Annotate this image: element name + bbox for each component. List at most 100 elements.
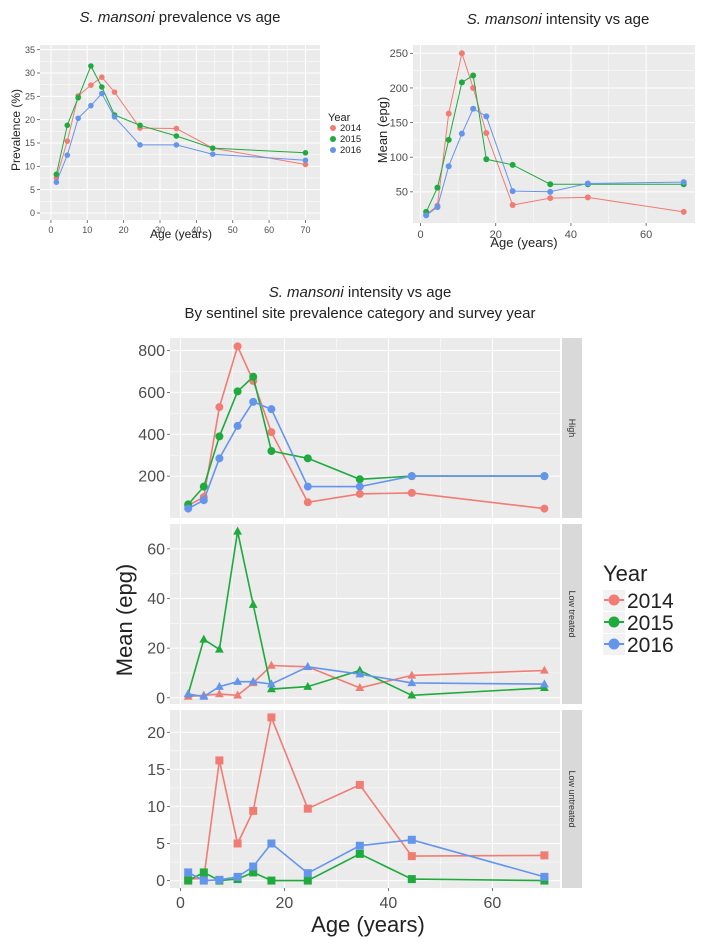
prevalence-legend-2014: 2014 — [340, 123, 361, 134]
data-point-2016 — [184, 504, 193, 513]
data-point-2015 — [303, 454, 312, 463]
data-point-2016 — [248, 676, 258, 685]
data-point-2016 — [233, 872, 242, 881]
data-point-2015 — [355, 849, 364, 858]
x-tick-label: 40 — [565, 229, 577, 241]
data-point-2016 — [249, 397, 258, 406]
data-point-2014 — [680, 208, 687, 215]
x-tick-label: 60 — [484, 895, 502, 912]
facet-strip — [562, 524, 582, 704]
data-point-2016 — [215, 681, 224, 690]
data-point-2014 — [215, 403, 224, 412]
data-point-2015 — [303, 681, 313, 690]
data-point-2016 — [303, 482, 312, 491]
data-point-2016 — [88, 102, 94, 109]
facet-panel-high: 200 400 600 800 High — [138, 338, 582, 518]
x-tick-label: 40 — [191, 225, 201, 235]
panel-background — [170, 710, 560, 888]
data-point-2015 — [249, 868, 258, 877]
data-point-2016 — [99, 90, 105, 97]
data-point-2014 — [540, 665, 549, 674]
data-point-2015 — [509, 161, 516, 168]
legend-swatch-2014 — [330, 125, 336, 131]
data-point-2016 — [303, 869, 312, 878]
series-line-2014 — [187, 344, 545, 510]
data-point-2014 — [233, 690, 242, 699]
series-line-2016 — [187, 400, 545, 510]
facet-strip — [562, 710, 582, 888]
facet-legend-2015: 2015 — [627, 612, 674, 635]
data-point-2016 — [75, 115, 81, 122]
data-point-2014 — [215, 756, 224, 765]
data-point-2016 — [434, 204, 441, 211]
y-tick-label: 10 — [25, 161, 35, 171]
data-point-2016 — [302, 157, 309, 164]
facet-legend-2014: 2014 — [627, 590, 674, 613]
data-point-2016 — [199, 691, 209, 700]
y-tick-label: 50 — [396, 187, 408, 199]
panel-background — [40, 45, 320, 220]
data-point-2015 — [458, 79, 465, 86]
data-point-2015 — [445, 136, 452, 143]
data-point-2014 — [267, 660, 276, 669]
intensity-title-italic: S. mansoni — [467, 11, 543, 28]
prevalence-ylabel: Prevalence (%) — [9, 89, 23, 171]
y-tick-label: 200 — [138, 469, 165, 486]
y-tick-label: 0 — [156, 873, 165, 890]
data-point-2014 — [267, 428, 276, 437]
data-point-2014 — [445, 110, 452, 117]
data-point-2016 — [267, 405, 276, 414]
y-tick-label: 5 — [30, 185, 35, 195]
y-tick-label: 800 — [138, 343, 165, 360]
intensity-title: S. mansoni intensity vs age — [467, 11, 650, 28]
data-point-2014 — [215, 689, 224, 698]
y-tick-label: 600 — [138, 385, 165, 402]
data-point-2016 — [423, 212, 430, 219]
y-tick-label: 20 — [147, 641, 165, 658]
facet-strip — [562, 338, 582, 518]
data-point-2014 — [99, 74, 105, 80]
data-point-2015 — [99, 84, 105, 90]
x-tick-label: 20 — [276, 895, 294, 912]
data-point-2015 — [209, 145, 216, 151]
panel-background — [413, 45, 695, 223]
data-point-2015 — [434, 184, 441, 191]
series-line-2015 — [187, 531, 545, 697]
series-line-2014 — [55, 76, 306, 179]
data-point-2016 — [173, 142, 180, 148]
intensity-title-rest: intensity vs age — [542, 11, 650, 28]
data-point-2015 — [407, 875, 416, 884]
prevalence-legend-2016: 2016 — [340, 145, 361, 156]
y-tick-label: 30 — [25, 68, 35, 78]
y-tick-label: 5 — [156, 836, 165, 853]
prevalence-legend-title: Year — [328, 112, 351, 124]
data-point-2014 — [355, 489, 364, 498]
data-point-2015 — [137, 122, 143, 129]
data-point-2015 — [64, 122, 71, 129]
data-point-2016 — [137, 142, 143, 148]
facet-strip-label: Low treated — [567, 590, 577, 637]
facet-xlabel: Age (years) — [311, 912, 425, 937]
series-line-2015 — [425, 74, 684, 213]
data-point-2016 — [445, 163, 452, 170]
data-point-2016 — [540, 679, 549, 688]
data-point-2014 — [407, 852, 416, 861]
series-line-2015 — [187, 853, 545, 882]
data-point-2016 — [407, 835, 416, 844]
series-line-2014 — [188, 714, 545, 880]
data-point-2015 — [483, 156, 490, 163]
y-tick-label: 250 — [390, 48, 408, 60]
x-tick-label: 0 — [417, 229, 423, 241]
data-point-2015 — [302, 150, 309, 156]
y-tick-label: 100 — [390, 152, 408, 164]
data-point-2014 — [303, 498, 312, 507]
data-point-2014 — [64, 138, 71, 144]
x-tick-label: 60 — [264, 225, 274, 235]
y-tick-label: 15 — [25, 138, 35, 148]
data-point-2016 — [53, 179, 60, 185]
data-point-2015 — [215, 644, 224, 653]
data-point-2014 — [302, 161, 309, 168]
data-point-2015 — [75, 94, 81, 101]
legend-swatch-2016 — [608, 638, 620, 650]
y-tick-label: 15 — [147, 762, 165, 779]
